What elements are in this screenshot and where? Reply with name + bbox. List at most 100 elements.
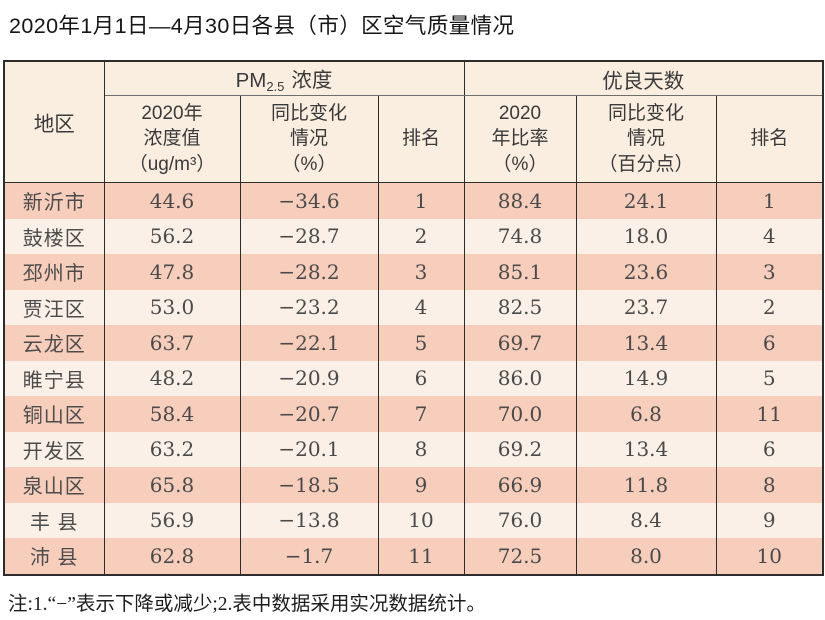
- pm-rank-cell: 3: [377, 254, 465, 290]
- pm-change-cell: −22.1: [239, 325, 379, 361]
- header-region: 地区: [3, 61, 105, 183]
- good-rank-cell: 2: [715, 289, 824, 325]
- table-row: 铜山区 58.4 −20.7 7 70.0 6.8 11: [3, 396, 824, 432]
- pm-change-cell: −23.2: [239, 289, 379, 325]
- pm-rank-cell: 10: [377, 502, 465, 538]
- good-rate-cell: 82.5: [463, 289, 577, 325]
- air-quality-table: 地区 PM2.5 浓度 优良天数 2020年 浓度值 （ug/m³） 同比变化 情…: [3, 60, 825, 576]
- pm-value-cell: 63.7: [103, 325, 241, 361]
- region-cell: 开发区: [3, 431, 105, 467]
- good-change-cell: 18.0: [575, 218, 717, 254]
- pm-rank-cell: 9: [377, 467, 465, 503]
- pm-change-cell: −20.7: [239, 396, 379, 432]
- pm-rank-cell: 11: [377, 538, 465, 575]
- good-change-cell: 8.0: [575, 538, 717, 575]
- footnote: 注:1.“−”表示下降或减少;2.表中数据采用实况数据统计。: [8, 594, 486, 615]
- header-pm-yoy-change: 同比变化 情况 （%）: [239, 95, 379, 183]
- pm-rank-cell: 1: [377, 182, 465, 219]
- header-group-row: 地区 PM2.5 浓度 优良天数: [3, 61, 824, 183]
- region-cell: 邳州市: [3, 254, 105, 290]
- table-row: 沛 县 62.8 −1.7 11 72.5 8.0 10: [3, 538, 824, 575]
- region-cell: 泉山区: [3, 467, 105, 503]
- good-rank-cell: 6: [715, 325, 824, 361]
- good-change-cell: 13.4: [575, 325, 717, 361]
- good-rank-cell: 10: [715, 538, 824, 575]
- good-rate-cell: 69.2: [463, 431, 577, 467]
- table-row: 睢宁县 48.2 −20.9 6 86.0 14.9 5: [3, 360, 824, 396]
- pm25-suffix: 浓度: [291, 69, 333, 92]
- pm-rank-cell: 5: [377, 325, 465, 361]
- pm-value-cell: 63.2: [103, 431, 241, 467]
- pm-value-cell: 58.4: [103, 396, 241, 432]
- pm-value-cell: 56.9: [103, 502, 241, 538]
- table-row: 新沂市 44.6 −34.6 1 88.4 24.1 1: [3, 182, 824, 219]
- good-rate-cell: 86.0: [463, 360, 577, 396]
- pm-change-cell: −18.5: [239, 467, 379, 503]
- pm-change-cell: −13.8: [239, 502, 379, 538]
- pm-rank-cell: 7: [377, 396, 465, 432]
- pm-value-cell: 48.2: [103, 360, 241, 396]
- good-rank-cell: 3: [715, 254, 824, 290]
- pm-change-cell: −20.9: [239, 360, 379, 396]
- table-row: 丰 县 56.9 −13.8 10 76.0 8.4 9: [3, 502, 824, 538]
- header-good-yoy-change: 同比变化 情况 （百分点）: [575, 95, 717, 183]
- good-rank-cell: 8: [715, 467, 824, 503]
- pm-value-cell: 56.2: [103, 218, 241, 254]
- pm-rank-cell: 4: [377, 289, 465, 325]
- good-change-cell: 6.8: [575, 396, 717, 432]
- good-rate-cell: 69.7: [463, 325, 577, 361]
- page-title: 2020年1月1日—4月30日各县（市）区空气质量情况: [9, 14, 515, 38]
- header-good-days-group: 优良天数: [463, 61, 824, 96]
- region-cell: 铜山区: [3, 396, 105, 432]
- good-change-cell: 23.7: [575, 289, 717, 325]
- pm-value-cell: 53.0: [103, 289, 241, 325]
- good-rate-cell: 72.5: [463, 538, 577, 575]
- good-change-cell: 8.4: [575, 502, 717, 538]
- good-rate-cell: 70.0: [463, 396, 577, 432]
- table-row: 云龙区 63.7 −22.1 5 69.7 13.4 6: [3, 325, 824, 361]
- good-rank-cell: 5: [715, 360, 824, 396]
- header-good-rate: 2020 年比率 （%）: [463, 95, 577, 183]
- good-rate-cell: 88.4: [463, 182, 577, 219]
- header-sub-row: 2020年 浓度值 （ug/m³） 同比变化 情况 （%） 排名 2020 年比…: [4, 95, 824, 183]
- region-cell: 睢宁县: [3, 360, 105, 396]
- good-rank-cell: 11: [715, 396, 824, 432]
- pm-change-cell: −28.2: [239, 254, 379, 290]
- header-pm25-group: PM2.5 浓度: [103, 61, 465, 96]
- pm-value-cell: 65.8: [103, 467, 241, 503]
- good-change-cell: 23.6: [575, 254, 717, 290]
- pm-change-cell: −28.7: [239, 218, 379, 254]
- pm-change-cell: −20.1: [239, 431, 379, 467]
- region-cell: 云龙区: [3, 325, 105, 361]
- region-cell: 鼓楼区: [3, 218, 105, 254]
- good-change-cell: 11.8: [575, 467, 717, 503]
- pm-value-cell: 47.8: [103, 254, 241, 290]
- good-rate-cell: 85.1: [463, 254, 577, 290]
- region-cell: 丰 县: [3, 502, 105, 538]
- table-row: 开发区 63.2 −20.1 8 69.2 13.4 6: [3, 431, 824, 467]
- region-cell: 新沂市: [3, 182, 105, 219]
- pm-change-cell: −1.7: [239, 538, 379, 575]
- table-row: 贾汪区 53.0 −23.2 4 82.5 23.7 2: [3, 289, 824, 325]
- good-rank-cell: 4: [715, 218, 824, 254]
- pm-value-cell: 62.8: [103, 538, 241, 575]
- good-rank-cell: 6: [715, 431, 824, 467]
- good-rank-cell: 9: [715, 502, 824, 538]
- pm-change-cell: −34.6: [239, 182, 379, 219]
- good-change-cell: 14.9: [575, 360, 717, 396]
- good-change-cell: 13.4: [575, 431, 717, 467]
- header-pm-2020-value: 2020年 浓度值 （ug/m³）: [103, 95, 241, 183]
- header-good-rank: 排名: [715, 95, 824, 183]
- good-rate-cell: 74.8: [463, 218, 577, 254]
- pm-rank-cell: 2: [377, 218, 465, 254]
- pm-rank-cell: 6: [377, 360, 465, 396]
- pm-value-cell: 44.6: [103, 182, 241, 219]
- good-rate-cell: 76.0: [463, 502, 577, 538]
- good-rank-cell: 1: [715, 182, 824, 219]
- pm25-subscript: 2.5: [266, 79, 285, 94]
- table-row: 泉山区 65.8 −18.5 9 66.9 11.8 8: [3, 467, 824, 503]
- region-cell: 沛 县: [3, 538, 105, 575]
- pm25-prefix: PM: [235, 69, 267, 92]
- pm-rank-cell: 8: [377, 431, 465, 467]
- good-rate-cell: 66.9: [463, 467, 577, 503]
